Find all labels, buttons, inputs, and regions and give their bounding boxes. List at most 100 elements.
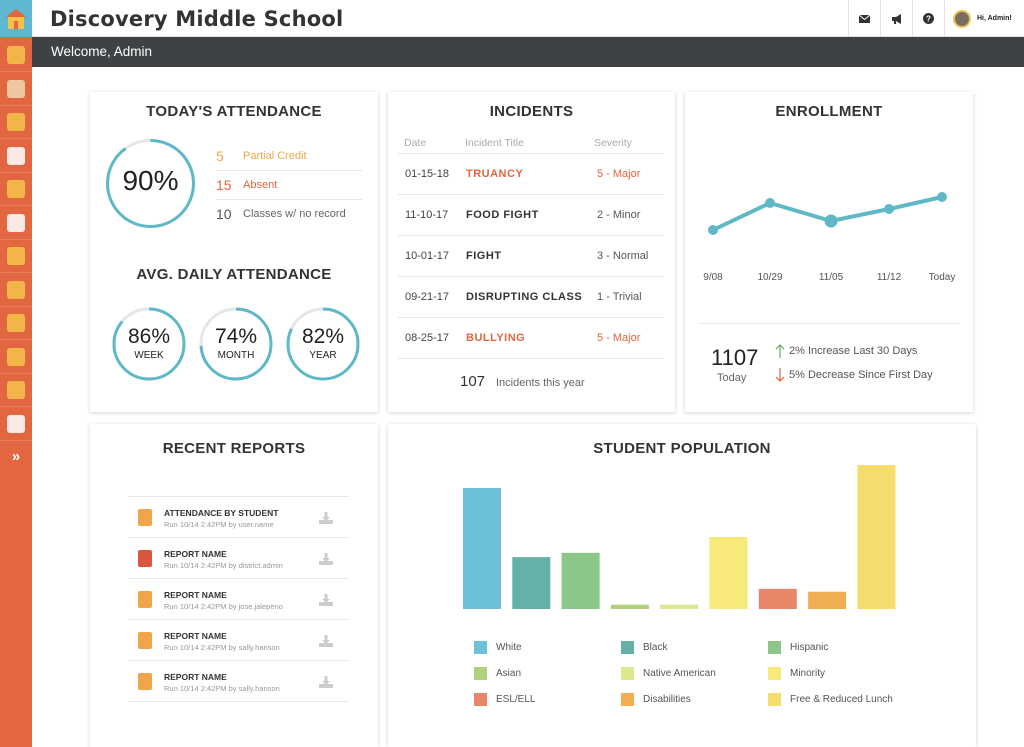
legend-swatch bbox=[474, 693, 487, 706]
avg-attendance-title: AVG. DAILY ATTENDANCE bbox=[136, 266, 332, 283]
incidents-title: INCIDENTS bbox=[489, 103, 574, 120]
incident-severity: 3 - Normal bbox=[597, 250, 649, 262]
incident-title: FOOD FIGHT bbox=[466, 209, 539, 221]
divider bbox=[216, 199, 362, 200]
welcome-text: Welcome, Admin bbox=[51, 44, 153, 59]
attendance-row-count: 5 bbox=[216, 148, 224, 164]
sidebar-expand[interactable]: » bbox=[0, 440, 32, 473]
report-row[interactable]: ATTENDANCE BY STUDENT Run 10/14 2:42PM by… bbox=[128, 497, 349, 538]
report-run-info: Run 10/14 2:42PM by sally.hanson bbox=[164, 643, 280, 652]
download-icon[interactable] bbox=[319, 593, 333, 611]
sidebar-item-bus[interactable] bbox=[0, 341, 32, 374]
avg-ring-label: MONTH bbox=[217, 350, 255, 361]
population-title: STUDENT POPULATION bbox=[593, 440, 771, 457]
sidebar-item-book[interactable] bbox=[0, 39, 32, 72]
enrollment-x-label: 9/08 bbox=[703, 272, 723, 283]
download-icon[interactable] bbox=[319, 511, 333, 529]
attendance-row: 5 Partial Credit bbox=[216, 142, 362, 171]
avg-ring-label: YEAR bbox=[309, 350, 337, 361]
population-bar bbox=[709, 537, 748, 609]
population-bar-chart bbox=[463, 465, 896, 609]
population-bar bbox=[561, 552, 600, 609]
sidebar-item-report[interactable] bbox=[0, 207, 32, 240]
legend-swatch bbox=[621, 693, 634, 706]
legend-swatch bbox=[621, 641, 634, 654]
user-menu[interactable]: Hi, Admin! bbox=[944, 0, 1024, 37]
grid-icon bbox=[7, 381, 25, 399]
reports-card: RECENT REPORTS ATTENDANCE BY STUDENT Run … bbox=[90, 424, 378, 747]
dollar-icon bbox=[7, 314, 25, 332]
sidebar-item-warning[interactable] bbox=[0, 274, 32, 307]
today-attendance-ring: 90% bbox=[105, 138, 196, 229]
legend-swatch bbox=[474, 667, 487, 680]
report-row[interactable]: REPORT NAME Run 10/14 2:42PM by sally.han… bbox=[128, 661, 349, 702]
report-name: ATTENDANCE BY STUDENT bbox=[164, 508, 279, 518]
sidebar-item-list[interactable] bbox=[0, 173, 32, 206]
incident-date: 10-01-17 bbox=[405, 250, 450, 262]
incident-date: 09-21-17 bbox=[405, 291, 450, 303]
incident-row[interactable]: 09-21-17 DISRUPTING CLASS 1 - Trivial bbox=[398, 277, 664, 318]
sidebar-item-school[interactable] bbox=[0, 408, 32, 441]
report-row[interactable]: REPORT NAME Run 10/14 2:42PM by district.… bbox=[128, 538, 349, 579]
legend-label: Asian bbox=[496, 668, 522, 679]
mail-button[interactable] bbox=[848, 0, 880, 37]
incident-severity: 1 - Trivial bbox=[597, 291, 642, 303]
enrollment-card: ENROLLMENT 9/08 10/29 11/05 11/12 Today 1107… bbox=[685, 92, 973, 412]
enrollment-point bbox=[884, 204, 894, 214]
download-icon[interactable] bbox=[319, 552, 333, 570]
arrow-up-icon bbox=[775, 344, 785, 358]
incident-row[interactable]: 01-15-18 TRUANCY 5 - Major bbox=[398, 154, 664, 195]
incident-row[interactable]: 08-25-17 BULLYING 5 - Major bbox=[398, 318, 664, 359]
enrollment-stat-down: 5% Decrease Since First Day bbox=[789, 369, 933, 381]
download-icon[interactable] bbox=[319, 675, 333, 693]
help-button[interactable]: ? bbox=[912, 0, 944, 37]
incident-severity: 5 - Major bbox=[597, 168, 641, 180]
warning-icon bbox=[7, 280, 25, 299]
arrow-down-icon bbox=[775, 368, 785, 382]
mail-icon bbox=[859, 14, 870, 23]
sidebar-item-dollar[interactable] bbox=[0, 307, 32, 340]
report-row[interactable]: REPORT NAME Run 10/14 2:42PM by jose.jale… bbox=[128, 579, 349, 620]
sidebar-item-gradebook[interactable] bbox=[0, 106, 32, 139]
population-bar bbox=[463, 488, 501, 609]
incident-title: FIGHT bbox=[466, 250, 502, 262]
enrollment-point bbox=[937, 192, 947, 202]
population-bar bbox=[660, 604, 699, 609]
avg-ring-value: 86% bbox=[127, 325, 171, 348]
attendance-title: TODAY'S ATTENDANCE bbox=[146, 103, 322, 120]
sidebar-item-grid[interactable] bbox=[0, 374, 32, 407]
report-icon bbox=[7, 213, 25, 232]
incident-severity: 5 - Major bbox=[597, 332, 641, 344]
download-icon[interactable] bbox=[319, 634, 333, 652]
attendance-row-count: 15 bbox=[216, 177, 232, 193]
id-card-icon bbox=[7, 247, 25, 265]
report-row[interactable]: REPORT NAME Run 10/14 2:42PM by sally.han… bbox=[128, 620, 349, 661]
announcements-button[interactable] bbox=[880, 0, 912, 37]
incident-title: DISRUPTING CLASS bbox=[466, 291, 583, 303]
legend-item: Free & Reduced Lunch bbox=[768, 693, 893, 706]
attendance-row-label: Classes w/ no record bbox=[243, 208, 346, 220]
incident-title: BULLYING bbox=[466, 332, 526, 344]
incidents-col-severity: Severity bbox=[594, 137, 632, 149]
sidebar-item-home[interactable] bbox=[0, 0, 32, 37]
report-name: REPORT NAME bbox=[164, 549, 227, 559]
avg-ring-value: 74% bbox=[214, 325, 258, 348]
report-file-icon bbox=[138, 509, 152, 526]
home-icon bbox=[6, 8, 26, 29]
school-name: Discovery Middle School bbox=[50, 7, 344, 31]
incident-row[interactable]: 11-10-17 FOOD FIGHT 2 - Minor bbox=[398, 195, 664, 236]
sidebar-item-apple[interactable] bbox=[0, 140, 32, 173]
attendance-row: 10 Classes w/ no record bbox=[216, 200, 362, 228]
enrollment-x-label: 11/12 bbox=[877, 272, 902, 283]
legend-swatch bbox=[768, 693, 781, 706]
sidebar-item-id-card[interactable] bbox=[0, 240, 32, 273]
enrollment-stat-up: 2% Increase Last 30 Days bbox=[789, 345, 918, 357]
enrollment-count-label: Today bbox=[717, 372, 747, 384]
incident-row[interactable]: 10-01-17 FIGHT 3 - Normal bbox=[398, 236, 664, 277]
legend-item: Black bbox=[621, 641, 667, 654]
avg-ring-week: 86% WEEK bbox=[112, 307, 186, 381]
legend-item: Asian bbox=[474, 667, 521, 680]
population-card: STUDENT POPULATION White Black Hispanic Asi… bbox=[388, 424, 976, 747]
legend-item: ESL/ELL bbox=[474, 693, 535, 706]
sidebar-item-calendar[interactable] bbox=[0, 73, 32, 106]
